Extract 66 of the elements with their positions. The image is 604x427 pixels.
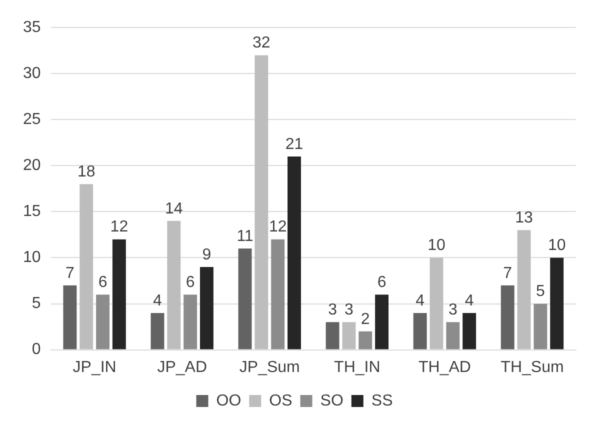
bar xyxy=(238,248,252,350)
y-tick-label: 10 xyxy=(23,249,41,266)
bar xyxy=(413,312,427,350)
data-label: 2 xyxy=(360,310,370,328)
y-tick-label: 20 xyxy=(23,157,41,174)
legend-label: OS xyxy=(269,392,292,410)
data-label: 21 xyxy=(285,136,304,153)
data-label: 10 xyxy=(548,237,566,254)
data-label: 7 xyxy=(503,264,512,282)
x-tick-label: TH_AD xyxy=(418,358,471,376)
data-label: 11 xyxy=(236,228,254,245)
data-label: 4 xyxy=(153,292,162,310)
legend-label: OO xyxy=(216,392,242,410)
bar xyxy=(80,184,94,350)
bar xyxy=(342,322,356,350)
data-label: 13 xyxy=(515,210,534,227)
data-label: 6 xyxy=(98,274,108,291)
bar xyxy=(271,239,285,350)
data-label: 3 xyxy=(448,302,458,319)
x-tick-label: TH_Sum xyxy=(500,358,564,376)
x-tick-label: JP_AD xyxy=(157,358,207,376)
data-label: 9 xyxy=(202,246,212,264)
data-label: 7 xyxy=(65,264,74,282)
legend-label: SO xyxy=(320,392,344,410)
x-tick-label: TH_IN xyxy=(334,358,380,376)
data-label: 18 xyxy=(77,164,96,181)
bar xyxy=(112,239,126,350)
bar xyxy=(534,304,548,350)
data-label: 12 xyxy=(268,218,287,236)
data-label: 3 xyxy=(344,302,354,319)
data-label: 4 xyxy=(464,292,474,310)
y-tick-label: 0 xyxy=(32,341,41,358)
y-tick-label: 15 xyxy=(23,203,41,220)
bar xyxy=(500,285,514,350)
bar xyxy=(358,331,372,350)
data-label: 4 xyxy=(416,292,425,310)
bar xyxy=(430,258,444,350)
bar xyxy=(446,322,460,350)
y-tick-label: 5 xyxy=(32,295,41,312)
data-label: 14 xyxy=(164,200,183,218)
legend-label: SS xyxy=(371,392,393,410)
data-label: 6 xyxy=(186,274,195,291)
data-label: 10 xyxy=(428,237,446,254)
data-label: 12 xyxy=(110,218,128,236)
data-label: 6 xyxy=(377,274,386,291)
x-tick-label: JP_Sum xyxy=(239,358,300,376)
bar xyxy=(375,294,389,350)
data-label: 5 xyxy=(536,283,545,300)
y-tick-label: 30 xyxy=(23,65,41,82)
bar xyxy=(288,156,301,350)
bar xyxy=(254,55,268,350)
x-tick-label: JP_IN xyxy=(72,358,116,376)
bar xyxy=(167,220,181,350)
data-label: 32 xyxy=(252,34,270,52)
bar xyxy=(184,294,198,350)
bar xyxy=(517,230,531,350)
bar xyxy=(63,285,77,350)
bar xyxy=(96,294,110,350)
data-label: 3 xyxy=(328,302,338,319)
bar xyxy=(550,258,564,350)
bar xyxy=(326,322,340,350)
y-tick-label: 35 xyxy=(23,19,41,36)
bar xyxy=(200,266,214,350)
bar xyxy=(462,312,476,350)
bar xyxy=(150,312,164,350)
y-tick-label: 25 xyxy=(23,111,41,128)
